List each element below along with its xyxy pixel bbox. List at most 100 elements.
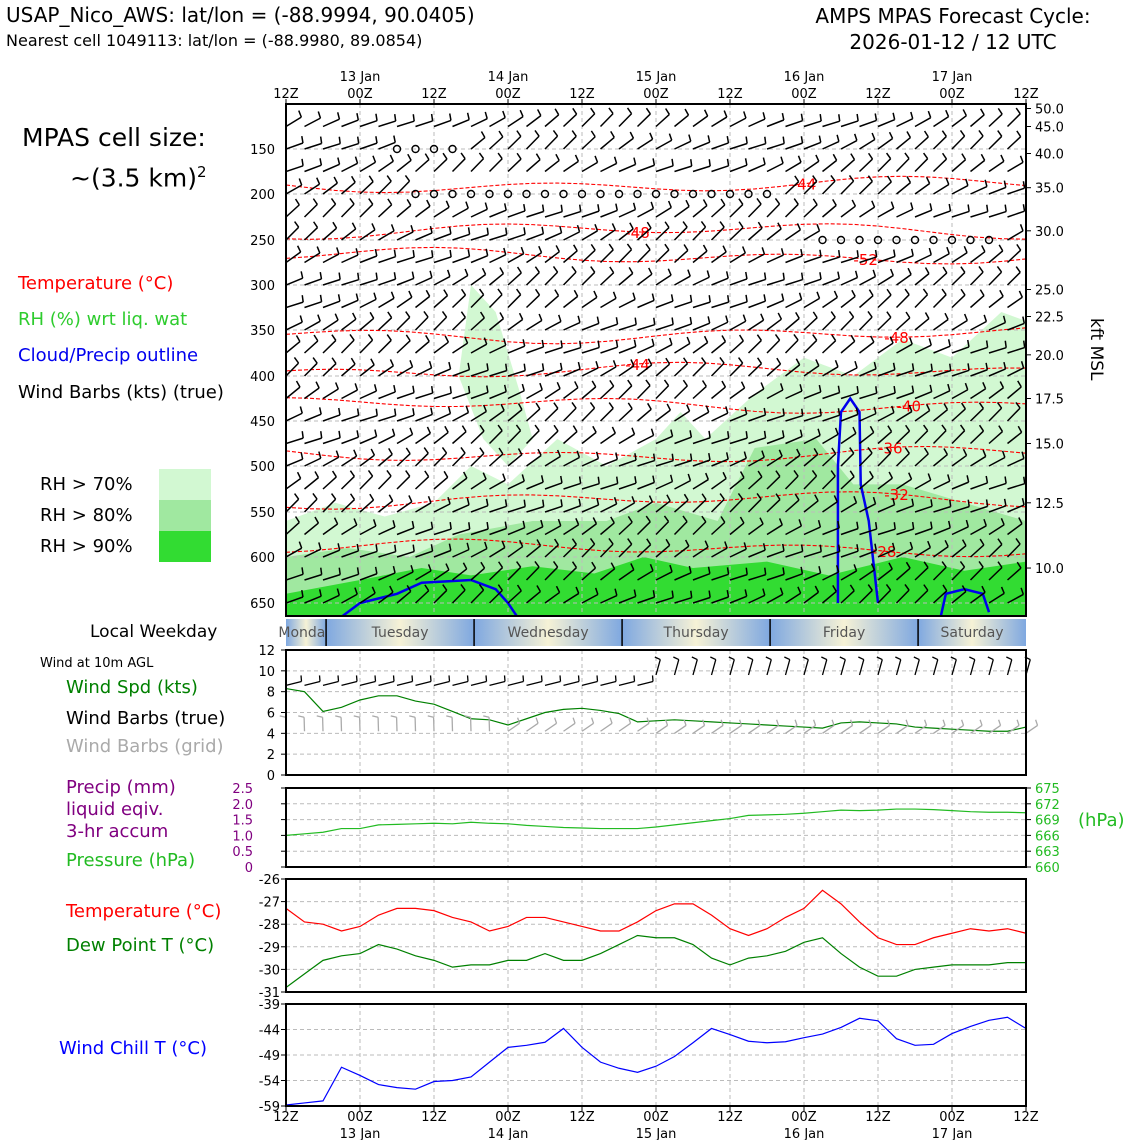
wind-barb <box>988 524 1005 536</box>
wind-barb-feather <box>571 538 578 545</box>
wind-barb <box>859 392 877 400</box>
wind-barb <box>822 140 840 150</box>
weekday-segment <box>326 619 475 646</box>
wind-barb <box>766 414 785 422</box>
wind-barb <box>859 503 876 513</box>
wind-barb-feather <box>705 472 710 480</box>
pressure-tick-label: 663 <box>1035 845 1060 860</box>
wind-barb <box>618 365 635 377</box>
wind-barb-feather <box>575 586 580 594</box>
wind-barb <box>673 385 688 400</box>
wind-barb-feather <box>853 133 858 141</box>
chill-tick-label: -39 <box>259 998 280 1013</box>
wind-barb-feather <box>686 404 691 412</box>
wind-barb <box>341 162 358 173</box>
wind-barb <box>895 430 911 445</box>
wind-barb-feather <box>800 566 804 574</box>
wind-barb <box>525 430 540 445</box>
wind-barb-feather <box>520 246 525 254</box>
wind-barb <box>859 431 875 445</box>
wind-barb-feather <box>1021 497 1025 506</box>
wind-barb <box>988 271 1003 286</box>
wind-barb <box>599 113 614 128</box>
wind-barb <box>877 158 892 173</box>
wind-barb-true-feather <box>821 656 828 661</box>
wind-barb <box>896 567 911 581</box>
wind-barb-feather <box>1004 476 1007 484</box>
wind-barb-feather <box>997 561 1003 568</box>
wind-barb <box>359 278 378 286</box>
wind-barb <box>674 479 691 490</box>
wind-barb-feather <box>463 471 468 479</box>
wind-barb <box>674 545 690 558</box>
wind-barb-feather <box>819 408 822 416</box>
wind-barb <box>674 301 692 309</box>
wind-barb-feather <box>318 407 322 415</box>
kft-tick-label: 45.0 <box>1035 121 1064 136</box>
kft-tick-label: 50.0 <box>1035 103 1064 118</box>
wind-barb-feather <box>942 266 948 274</box>
wind-barb-feather <box>629 222 634 230</box>
wind-barb <box>618 137 634 150</box>
wind-barb <box>859 295 874 309</box>
wind-barb-feather <box>666 403 672 411</box>
wind-barb <box>747 339 762 354</box>
wind-barb-feather <box>961 539 967 547</box>
legend-temperature: Temperature (°C) <box>18 273 174 294</box>
wind-barb <box>655 385 670 400</box>
wind-barb-feather <box>448 226 452 234</box>
wind-barb <box>859 368 877 377</box>
wind-barb-feather <box>612 291 617 299</box>
wind-barb-true-feather <box>673 656 680 661</box>
wind-barb-grid <box>618 722 631 732</box>
wind-barb-feather <box>980 153 986 161</box>
wind-barb-feather <box>368 175 374 183</box>
wind-barb-feather <box>762 157 766 165</box>
wind-barb-feather <box>1015 401 1021 409</box>
wind-barb-feather <box>1041 453 1042 460</box>
wind-barb <box>600 323 618 331</box>
wind-barb <box>359 454 375 467</box>
wind-barb <box>340 498 356 513</box>
wind-barb-feather <box>943 403 949 411</box>
wind-barb <box>286 386 301 400</box>
wind-barb-feather <box>651 338 655 346</box>
wind-barb-feather <box>669 474 674 482</box>
wind-barb-feather <box>720 198 726 206</box>
wind-tick-label: 12 <box>258 644 275 659</box>
wind-barb <box>896 273 912 286</box>
wind-barb <box>859 569 875 581</box>
wind-barb-grid-feather <box>812 719 817 726</box>
wind-barb-feather <box>868 289 874 297</box>
wind-barb <box>803 230 820 241</box>
wind-barb <box>452 504 470 513</box>
wind-barb-feather <box>885 152 892 160</box>
kft-tick-label: 40.0 <box>1035 148 1064 163</box>
temperature-contour-label: -40 <box>897 398 922 416</box>
wind-barb <box>525 135 540 150</box>
wind-barb-feather <box>978 424 985 432</box>
wind-barb <box>933 390 951 400</box>
wind-barb-feather <box>349 470 355 477</box>
wind-barb <box>415 205 431 218</box>
wind-tick-label: 2 <box>267 748 275 763</box>
wind-barb <box>803 453 819 467</box>
wind-barb <box>692 141 710 150</box>
wind-barb <box>859 476 874 490</box>
wind-barb <box>803 365 820 377</box>
wind-barb <box>692 596 711 604</box>
wind-barb-feather <box>999 381 1005 389</box>
wind-barb <box>747 498 762 513</box>
wind-barb <box>581 113 596 128</box>
wind-barb <box>914 182 931 195</box>
wind-barb <box>766 162 784 173</box>
wind-barb-feather <box>997 130 1003 137</box>
wind-barb-feather <box>447 406 452 414</box>
wind-barb <box>674 205 690 218</box>
wind-barb <box>489 233 507 241</box>
wind-barb <box>729 573 748 581</box>
wind-barb-feather <box>774 334 781 341</box>
wind-barb <box>359 525 377 536</box>
wind-barb-feather <box>780 248 785 256</box>
wind-barb <box>489 254 507 264</box>
